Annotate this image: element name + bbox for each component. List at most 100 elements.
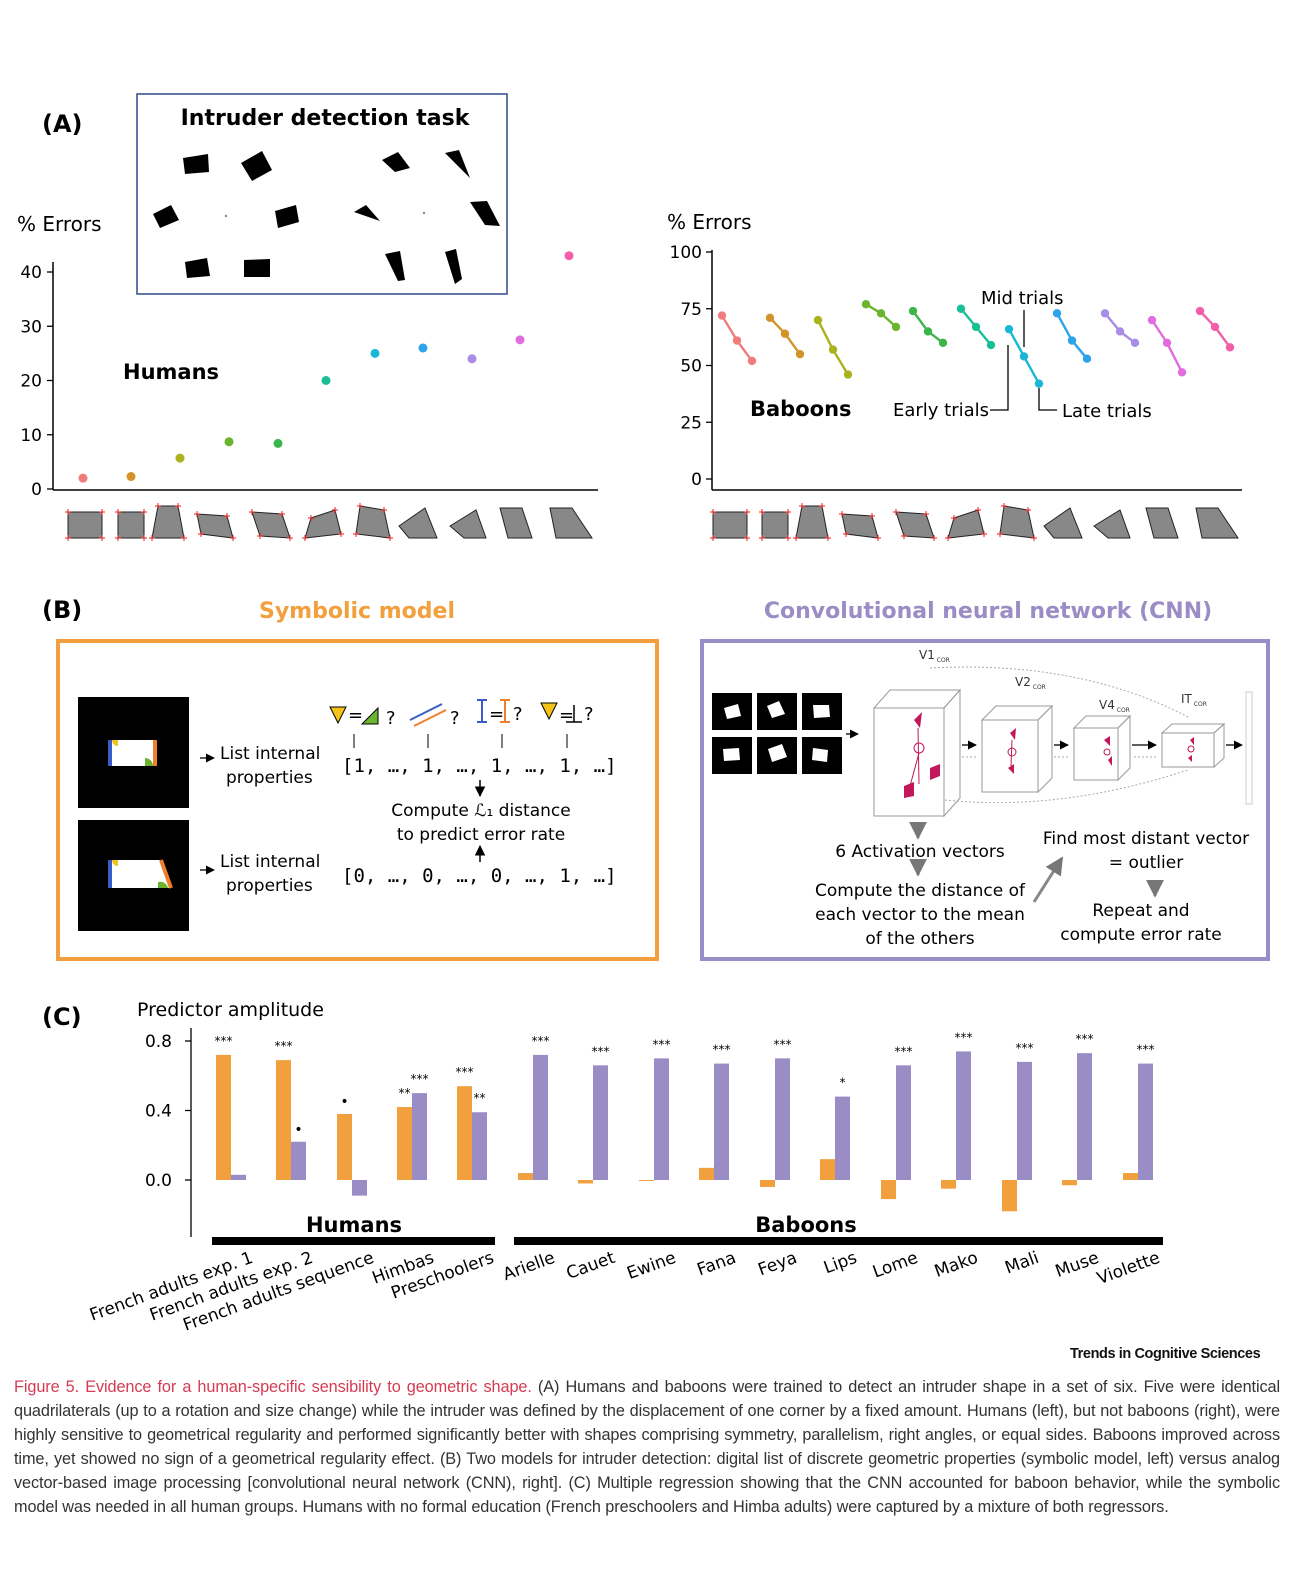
svg-text:?: ? <box>513 704 523 725</box>
baboons-point <box>861 300 871 309</box>
group-label: Cauet <box>564 1248 618 1284</box>
cnn-layer-it <box>1160 722 1226 769</box>
baboons-point <box>717 311 727 320</box>
find-distant-1: Find most distant vector <box>1043 829 1249 849</box>
cnn-layer-v4 <box>1072 714 1132 782</box>
bar-symbolic <box>1123 1173 1138 1180</box>
significance-marker: *** <box>592 1044 610 1058</box>
bar-cnn <box>896 1065 911 1180</box>
humans-ytick-label: 0 <box>31 480 42 500</box>
predictor-ylabel: Predictor amplitude <box>137 999 324 1021</box>
compute-distance-2: to predict error rate <box>397 825 565 845</box>
quadrilateral-shape <box>251 511 291 539</box>
bar-symbolic <box>820 1159 835 1180</box>
predictor-bars: *** ***••***** *********** *** *** **********… <box>215 1030 1155 1212</box>
symbolic-image-bottom <box>78 820 189 931</box>
bar-cnn <box>352 1180 367 1196</box>
baboons-point <box>780 329 790 338</box>
list-props-bottom-1: List internal <box>220 852 320 872</box>
significance-marker: • <box>294 1122 302 1138</box>
bar-symbolic <box>639 1180 654 1181</box>
repeat-2: compute error rate <box>1060 925 1222 945</box>
group-label: Lips <box>821 1248 860 1278</box>
bar-cnn <box>1138 1063 1153 1180</box>
baboons-point <box>1052 309 1062 318</box>
svg-text:?: ? <box>584 704 594 725</box>
predictor-ytick-label: 0.8 <box>145 1032 172 1052</box>
find-distant-2: = outlier <box>1109 853 1183 873</box>
quadrilateral-shape <box>355 505 391 539</box>
annotation-early-trials: Early trials <box>893 400 989 421</box>
quadrilateral-shape <box>549 507 593 539</box>
baboons-point <box>1225 343 1235 352</box>
baboons-point <box>732 336 742 345</box>
quadrilateral-shape <box>1145 507 1179 539</box>
bar-symbolic <box>457 1086 472 1180</box>
task-inset: Intruder detection task <box>136 93 508 295</box>
baboons-point <box>1019 352 1029 361</box>
baboons-point <box>971 322 981 332</box>
svg-text:=: = <box>489 704 504 725</box>
significance-marker: *** <box>456 1065 474 1079</box>
baboons-series-line <box>1055 312 1088 360</box>
baboons-point <box>938 338 948 347</box>
quadrilateral-shape <box>1093 509 1131 539</box>
symbolic-image-top <box>78 697 189 808</box>
baboon-annotations: Mid trials Early trials Late trials <box>893 288 1152 422</box>
cnn-layer-label: V2 COR <box>1015 675 1046 691</box>
panel-a-label: (A) <box>42 110 83 138</box>
group-label: Violette <box>1094 1248 1162 1289</box>
bar-symbolic <box>578 1180 593 1184</box>
cnn-units <box>904 712 1194 798</box>
baboons-point <box>1034 379 1044 388</box>
svg-text:?: ? <box>386 708 396 729</box>
cnn-layer-label: IT COR <box>1181 692 1207 708</box>
significance-marker: *** <box>774 1037 792 1051</box>
bar-cnn <box>714 1063 729 1180</box>
significance-marker: • <box>340 1094 348 1110</box>
repeat-1: Repeat and <box>1092 901 1189 921</box>
baboons-point <box>765 313 775 323</box>
baboons-bar-label: Baboons <box>755 1213 857 1237</box>
baboons-point <box>1195 306 1205 316</box>
humans-point <box>273 438 283 448</box>
baboons-point <box>908 306 918 316</box>
svg-text:?: ? <box>450 708 460 729</box>
significance-marker: *** <box>411 1072 429 1086</box>
significance-marker: ** <box>399 1086 411 1100</box>
quadrilateral-shape <box>449 509 487 539</box>
significance-marker: *** <box>215 1034 233 1048</box>
humans-point <box>78 473 88 483</box>
svg-text:=: = <box>559 705 574 726</box>
list-props-bottom-2: properties <box>226 876 313 896</box>
compute-distance-1: Compute ℒ₁ distance <box>391 801 570 821</box>
baboons-series <box>717 300 1235 388</box>
baboons-point <box>1004 324 1014 334</box>
bar-cnn <box>291 1141 306 1180</box>
group-label: Lome <box>870 1248 921 1283</box>
humans-point <box>126 472 136 482</box>
bar-cnn <box>654 1058 669 1180</box>
significance-marker: *** <box>1016 1041 1034 1055</box>
cnn-title: Convolutional neural network (CNN) <box>764 599 1212 624</box>
humans-point <box>224 437 234 447</box>
bar-cnn <box>1017 1061 1032 1180</box>
group-label: Mako <box>932 1248 981 1282</box>
activation-vectors: 6 Activation vectors <box>835 842 1005 862</box>
annotation-mid-trials: Mid trials <box>981 288 1064 309</box>
bar-symbolic <box>941 1180 956 1189</box>
humans-point <box>370 348 380 358</box>
baboons-point <box>828 345 838 354</box>
vector-top: [1, …, 1, …, 1, …, 1, …] <box>342 755 617 777</box>
caption-body: (A) Humans and baboons were trained to d… <box>14 1378 1280 1516</box>
bar-symbolic <box>1062 1180 1077 1186</box>
predictor-yticks: 0.0 0.4 0.8 <box>145 1032 191 1191</box>
humans-point <box>515 335 525 345</box>
humans-ylabel: % Errors <box>17 212 102 236</box>
humans-ytick-label: 40 <box>20 263 42 283</box>
bar-symbolic <box>337 1113 352 1180</box>
significance-marker: * <box>840 1076 846 1090</box>
humans-point <box>467 354 477 364</box>
group-bars: Humans Baboons <box>212 1213 1163 1245</box>
baboons-point <box>923 327 933 336</box>
